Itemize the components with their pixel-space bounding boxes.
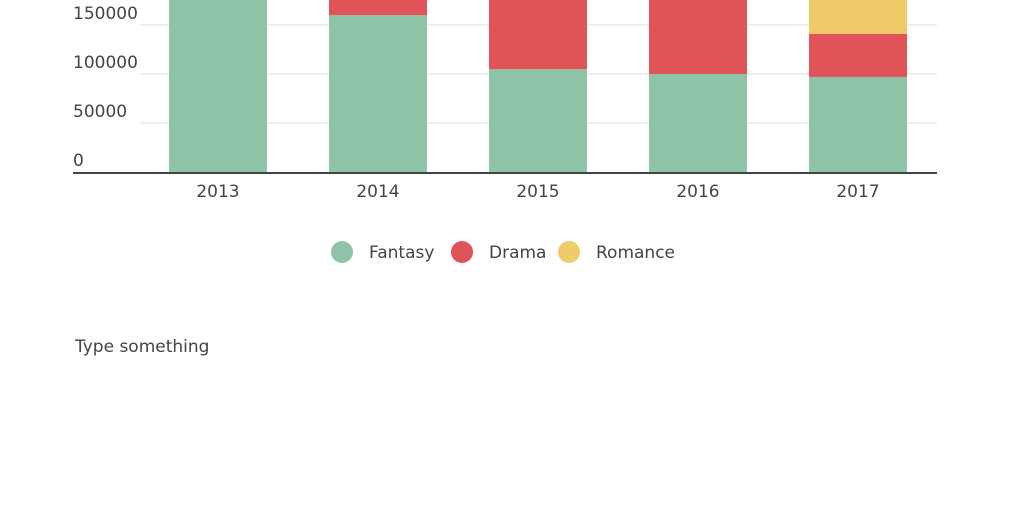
y-tick-label: 100000 [73, 53, 138, 73]
y-tick-label: 0 [73, 151, 84, 171]
bar-segment [649, 0, 747, 75]
bar-segment [489, 0, 587, 70]
x-tick-label: 2016 [676, 182, 719, 202]
legend-label: Romance [596, 243, 675, 263]
legend-label: Drama [489, 243, 546, 263]
x-tick-label: 2015 [516, 182, 559, 202]
legend-swatch [451, 241, 473, 263]
y-tick-label: 50000 [73, 102, 127, 122]
bar-segment [329, 0, 427, 16]
bar-segment [809, 0, 907, 34]
bar-segment [489, 69, 587, 172]
x-tick-label: 2013 [196, 182, 239, 202]
x-tick-label: 2014 [356, 182, 399, 202]
y-tick-label: 150000 [73, 4, 138, 24]
legend-swatch [558, 241, 580, 263]
legend-swatch [331, 241, 353, 263]
legend-label: Fantasy [369, 243, 434, 263]
x-tick-label: 2017 [836, 182, 879, 202]
bar-segment [169, 0, 267, 172]
bar-segment [809, 33, 907, 77]
bar-segment [809, 76, 907, 172]
bar-segment [329, 15, 427, 173]
editor-placeholder[interactable]: Type something [74, 337, 209, 357]
bar-segment [649, 74, 747, 172]
